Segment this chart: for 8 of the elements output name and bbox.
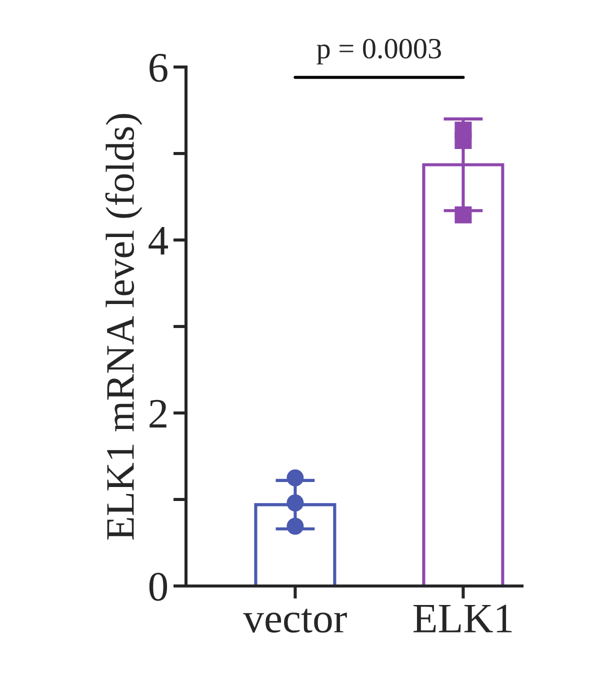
y-tick-label: 2 <box>150 400 166 428</box>
x-tick-label: ELK1 <box>413 604 512 632</box>
y-tick-label: 6 <box>150 54 168 82</box>
text: p = 0.0003 <box>316 38 441 64</box>
x-tick-label: vector <box>243 608 347 633</box>
y-tick-label: 0 <box>149 572 168 601</box>
y-tick-label: 4 <box>148 227 168 254</box>
y-axis-title: ELK1 mRNA level (folds) <box>105 114 142 540</box>
